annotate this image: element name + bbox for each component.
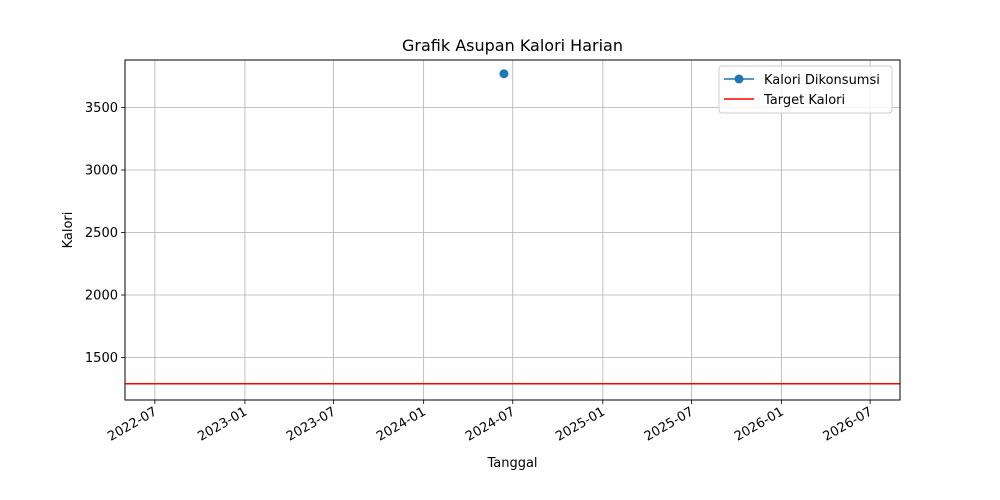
- chart-title: Grafik Asupan Kalori Harian: [402, 36, 623, 55]
- legend-label-consumed: Kalori Dikonsumsi: [764, 73, 880, 88]
- legend-label-target: Target Kalori: [763, 93, 845, 108]
- y-tick-label: 3500: [85, 101, 118, 116]
- legend: Kalori Dikonsumsi Target Kalori: [718, 65, 893, 114]
- y-tick-label: 2000: [85, 289, 118, 304]
- series: [499, 69, 509, 79]
- legend-marker-consumed: [734, 74, 744, 84]
- grid: [125, 60, 900, 400]
- data-point: [499, 69, 509, 79]
- y-tick-label: 2500: [85, 226, 118, 241]
- y-axis: 1500 2000 2500 3000 3500: [85, 101, 125, 366]
- y-axis-label: Kalori: [61, 212, 76, 249]
- x-axis-label: Tanggal: [486, 456, 537, 471]
- y-tick-label: 1500: [85, 351, 118, 366]
- y-tick-label: 3000: [85, 164, 118, 179]
- legend-box: [718, 65, 893, 114]
